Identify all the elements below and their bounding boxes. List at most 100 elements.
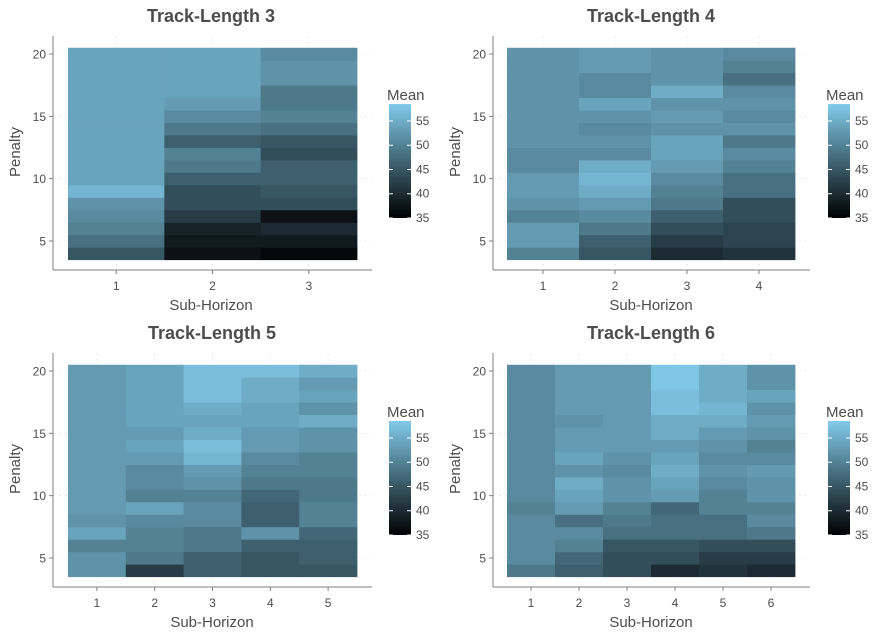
colorbar-tick-label: 55 — [855, 114, 869, 128]
heatmap-cell — [579, 209, 652, 223]
heatmap-cell — [260, 247, 358, 261]
heatmap-cell — [699, 551, 748, 565]
heatmap-cell — [747, 476, 796, 490]
heatmap-cell — [299, 389, 358, 403]
heatmap-cell — [651, 464, 700, 478]
heatmap-cell — [555, 501, 604, 515]
heatmap-cell — [723, 47, 796, 61]
heatmap-cell — [164, 47, 262, 61]
heatmap-cell — [507, 476, 556, 490]
heatmap-cell — [555, 514, 604, 528]
heatmap-cell — [241, 364, 300, 378]
heatmap-cell — [507, 135, 580, 148]
heatmap-cell — [699, 389, 748, 403]
x-tick-label: 5 — [325, 596, 332, 610]
heatmap-cell — [507, 234, 580, 248]
heatmap-cell — [68, 184, 165, 198]
heatmap-cell — [507, 60, 580, 74]
x-tick-label: 1 — [540, 279, 547, 293]
heatmap-cell — [579, 122, 652, 136]
heatmap-cell — [68, 110, 165, 123]
heatmap-cell — [299, 476, 358, 490]
heatmap-cell — [507, 97, 580, 111]
y-axis-label: Penalty — [447, 126, 464, 177]
colorbar: 35 40 45 50 55 — [828, 104, 869, 225]
heatmap-cell — [299, 402, 358, 416]
heatmap-cell — [507, 159, 580, 173]
heatmap-cell — [125, 526, 184, 540]
y-tick-label: 5 — [39, 235, 46, 249]
heatmap-cell — [507, 414, 556, 428]
x-tick-label: 5 — [720, 596, 727, 610]
heatmap-cell — [699, 526, 748, 540]
heatmap-cell — [723, 172, 796, 186]
heatmap-cell — [507, 464, 556, 478]
heatmap-cell — [507, 427, 556, 440]
heatmap-cell — [603, 514, 652, 528]
heatmap-cell — [125, 452, 184, 465]
heatmap-cell — [699, 414, 748, 428]
colorbar-tick-label: 45 — [416, 162, 430, 176]
heatmap-cell — [555, 564, 604, 578]
heatmap-cell — [299, 526, 358, 540]
heatmap-cell — [164, 172, 262, 186]
heatmap-cell — [68, 234, 165, 248]
heatmap-cell — [723, 97, 796, 111]
y-tick-label: 5 — [39, 552, 46, 566]
heatmap-cell — [747, 402, 796, 416]
heatmap-cell — [260, 85, 358, 99]
heatmap-cell — [260, 47, 358, 61]
heatmap-cell — [68, 209, 165, 223]
heatmap-cell — [125, 489, 184, 503]
colorbar-tick-label: 35 — [855, 528, 869, 542]
heatmap-cell — [68, 564, 127, 578]
heatmap-cell — [651, 526, 700, 540]
heatmap-cell — [507, 197, 580, 211]
colorbar-gradient — [828, 104, 850, 218]
y-tick-label: 15 — [33, 427, 47, 441]
heatmap-cell — [299, 377, 358, 391]
heatmap-cell — [299, 364, 358, 378]
colorbar-tick-label: 40 — [416, 187, 430, 201]
y-tick-label: 10 — [33, 172, 47, 186]
heatmap-cell — [603, 539, 652, 553]
heatmap-cell — [747, 414, 796, 428]
x-tick-label: 3 — [684, 279, 691, 293]
heatmap-cell — [125, 564, 184, 578]
heatmap-cell — [507, 47, 580, 61]
heatmap-cell — [651, 172, 724, 186]
heatmap-cell — [507, 452, 556, 465]
heatmap-cell — [651, 551, 700, 565]
heatmap-cell — [603, 489, 652, 503]
heatmap-cell — [241, 564, 300, 578]
heatmap-cell — [699, 377, 748, 391]
heatmap-cell — [125, 364, 184, 378]
heatmap-cell — [507, 247, 580, 261]
heatmap-cell — [164, 122, 262, 136]
heatmap-cell — [164, 97, 262, 111]
panel-title: Track-Length 6 — [587, 323, 715, 343]
heatmap-cell — [555, 476, 604, 490]
heatmap-cell — [183, 476, 242, 490]
heatmap-cell — [125, 402, 184, 416]
heatmap-cell — [723, 197, 796, 211]
heatmap-cell — [651, 184, 724, 198]
heatmap-cell — [555, 464, 604, 478]
heatmap-cell — [507, 501, 556, 515]
colorbar: 35 40 45 50 55 — [389, 104, 430, 225]
heatmap-cell — [555, 539, 604, 553]
heatmap-cell — [164, 72, 262, 86]
heatmap-cell — [299, 427, 358, 440]
heatmap-cell — [603, 414, 652, 428]
panel-title: Track-Length 5 — [148, 323, 276, 343]
heatmap-cell — [603, 364, 652, 378]
panel-track-length-3: Track-Length 3 5 10 15 20 1 2 3 Sub-Horizon Pe… — [7, 6, 430, 314]
heatmap-cell — [183, 402, 242, 416]
x-tick-label: 3 — [305, 279, 312, 293]
heatmap-cell — [183, 539, 242, 553]
heatmap-cell — [260, 122, 358, 136]
colorbar-gradient — [389, 421, 411, 535]
y-tick-label: 20 — [473, 48, 487, 62]
heatmap-cell — [183, 526, 242, 540]
